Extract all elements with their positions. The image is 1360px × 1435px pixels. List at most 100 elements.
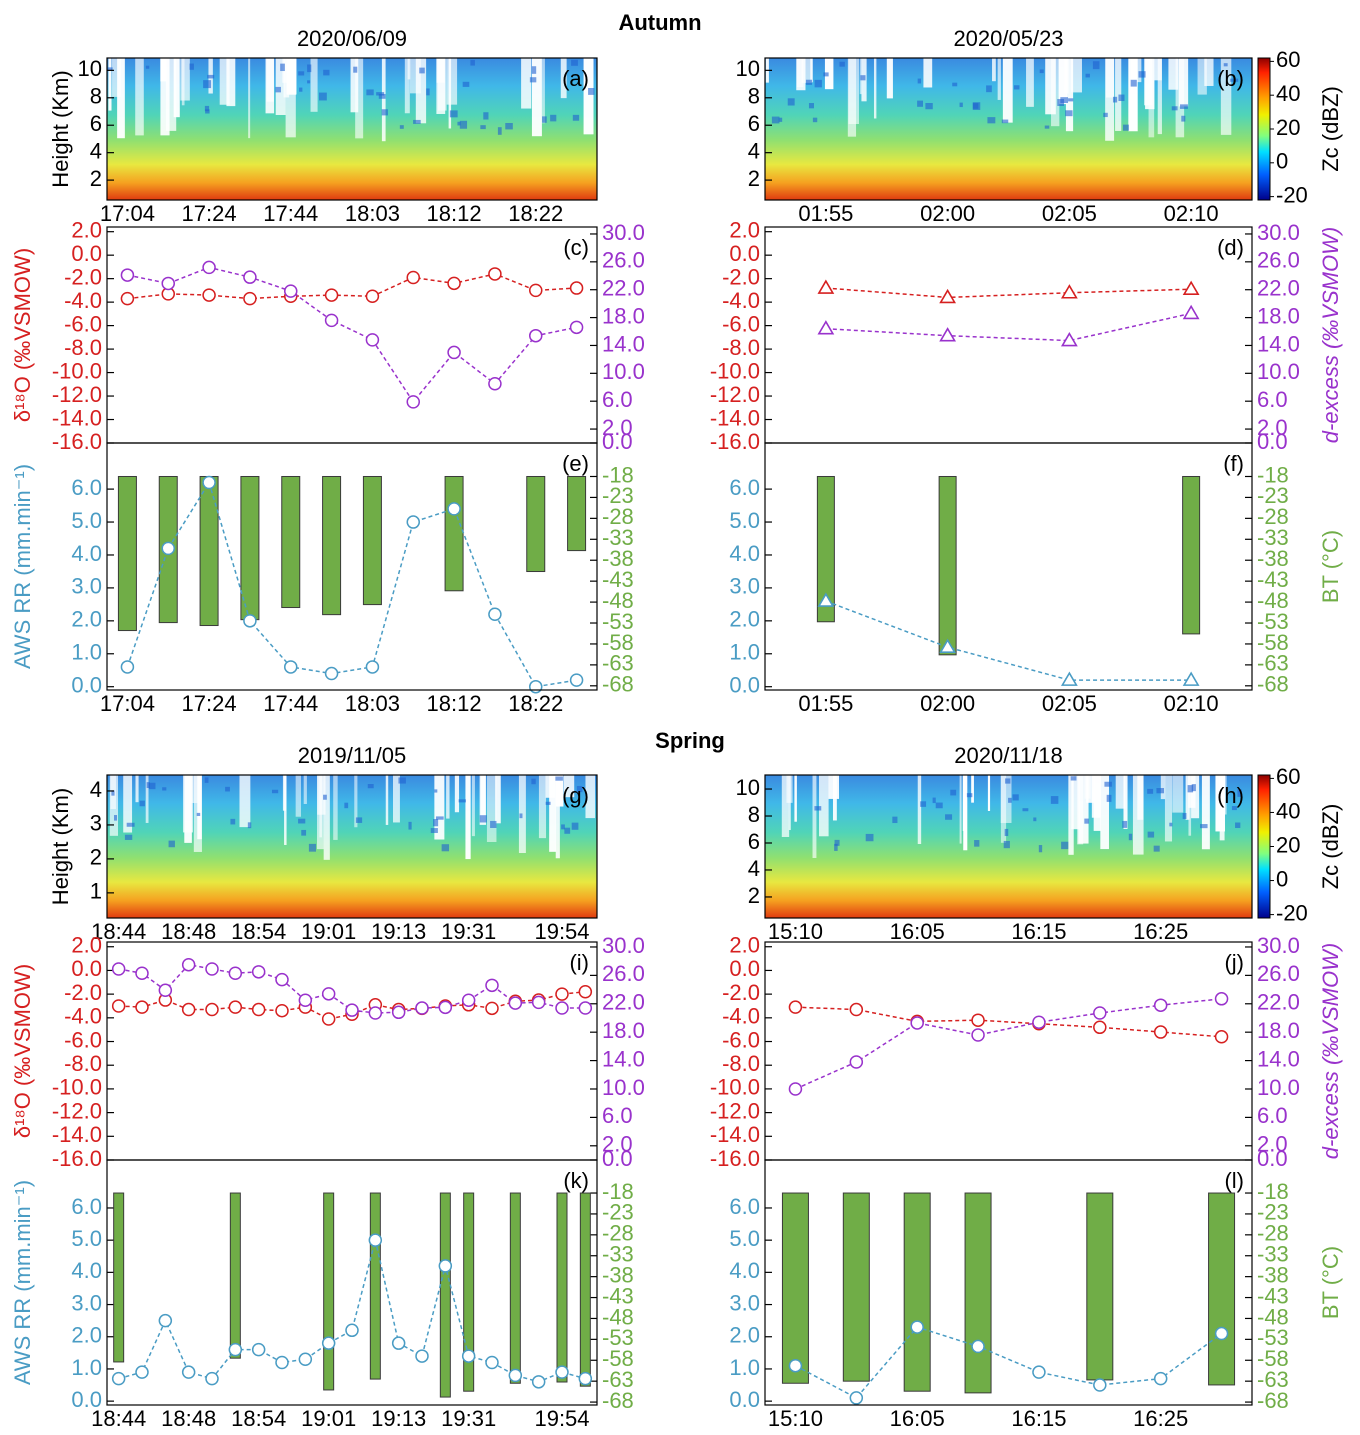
plot-frame xyxy=(106,941,598,1161)
radar-echo-speck xyxy=(430,828,438,833)
marker xyxy=(321,1012,336,1026)
radar-echo-gap xyxy=(1105,58,1115,98)
radar-echo-speck xyxy=(271,789,279,794)
x-tick-label: 02:05 xyxy=(1042,201,1097,226)
y-tick-label: -4.0 xyxy=(64,1004,102,1029)
y-tick-label: -68 xyxy=(602,1388,634,1413)
radar-echo-speck xyxy=(529,77,537,83)
panel-letter: (d) xyxy=(1217,235,1244,260)
radar-echo-speck xyxy=(932,797,936,804)
radar-echo-gap xyxy=(1172,775,1184,813)
radar-echo-gap xyxy=(266,58,274,102)
y-tick-label: 0.0 xyxy=(1257,1146,1288,1171)
radar-echo-speck xyxy=(1118,94,1125,102)
x-tick-label: 17:44 xyxy=(263,691,318,716)
x-tick-label: 19:13 xyxy=(371,919,426,944)
series-line xyxy=(795,1006,1222,1038)
radar-echo-gap xyxy=(959,775,962,844)
x-tick-label: 16:25 xyxy=(1133,1406,1188,1431)
x-tick-label: 18:22 xyxy=(508,201,563,226)
marker xyxy=(321,1336,336,1350)
y-tick-label: -43 xyxy=(602,1283,634,1308)
y-tick-label: 10.0 xyxy=(602,359,645,384)
marker xyxy=(120,268,135,282)
y-tick-label: -43 xyxy=(602,567,634,592)
bar xyxy=(362,475,382,606)
radar-echo-speck xyxy=(1038,845,1043,853)
radar-echo-speck xyxy=(1180,104,1188,109)
radar-echo-gap xyxy=(917,775,922,845)
radar-echo-gap xyxy=(393,775,400,823)
radar-echo-speck xyxy=(1005,778,1011,784)
radar-echo-gap xyxy=(1068,775,1074,855)
radar-echo-speck xyxy=(247,822,252,829)
radar-echo-speck xyxy=(168,840,175,848)
y-tick-label: -48 xyxy=(1257,1304,1289,1329)
marker xyxy=(447,502,461,516)
radar-echo-speck xyxy=(435,816,444,820)
y-tick-label: -4.0 xyxy=(64,288,102,313)
y-tick-label: 0.0 xyxy=(71,241,102,266)
panel-letter: (h) xyxy=(1217,783,1244,808)
marker xyxy=(161,276,175,291)
x-tick-label: 18:22 xyxy=(508,691,563,716)
radar-echo-speck xyxy=(280,63,285,72)
marker xyxy=(275,972,289,987)
marker xyxy=(788,1358,803,1373)
marker xyxy=(415,1001,429,1015)
colorbar-tick-label: 40 xyxy=(1276,81,1300,106)
marker xyxy=(321,987,336,1001)
radar-echo-speck xyxy=(462,81,470,87)
radar-echo-gap xyxy=(145,775,149,823)
radar-echo-gap xyxy=(181,58,185,106)
radar-echo-speck xyxy=(555,776,563,781)
radar-echo-speck xyxy=(275,86,281,93)
y-tick-label: 6 xyxy=(90,111,102,136)
y-tick-label: -16.0 xyxy=(710,429,760,454)
y-tick-label: 2.0 xyxy=(71,933,102,958)
bar xyxy=(842,1192,870,1382)
radar-echo-gap xyxy=(796,58,804,88)
radar-echo-speck xyxy=(505,122,513,130)
y-tick-label: -6.0 xyxy=(722,311,760,336)
radar-echo-gap xyxy=(323,775,330,860)
marker xyxy=(111,999,126,1013)
y-tick-label: 2.0 xyxy=(729,218,760,243)
y-tick-label: 8 xyxy=(90,84,102,109)
marker xyxy=(461,1349,476,1363)
radar-echo-speck xyxy=(808,103,814,109)
colorbar xyxy=(1257,774,1271,919)
marker xyxy=(485,1001,499,1016)
radar-echo-speck xyxy=(459,120,468,129)
radar-echo-gap xyxy=(521,58,532,109)
y-tick-label: 0.0 xyxy=(71,1387,102,1412)
panel-letter: (l) xyxy=(1224,1168,1244,1193)
marker xyxy=(345,1003,359,1017)
radar-echo-gap xyxy=(226,58,236,107)
marker xyxy=(1182,280,1200,296)
radar-echo-gap xyxy=(284,775,287,845)
section-title: Autumn xyxy=(618,10,701,35)
marker xyxy=(1032,1015,1046,1029)
radar-echo-speck xyxy=(588,88,595,95)
y-tick-label: -16.0 xyxy=(52,1146,102,1171)
radar-echo-speck xyxy=(812,117,818,123)
y-tick-label: -53 xyxy=(1257,609,1289,634)
radar-echo-gap xyxy=(538,775,547,839)
radar-echo-gap xyxy=(583,58,594,135)
radar-echo-gap xyxy=(248,58,251,139)
y-tick-label: -23 xyxy=(602,483,634,508)
bar xyxy=(1182,475,1201,635)
radar-echo-speck xyxy=(355,817,363,823)
plot-frame xyxy=(106,226,598,444)
radar-echo-speck xyxy=(301,829,307,836)
x-tick-label: 17:04 xyxy=(100,691,155,716)
bar xyxy=(816,475,835,623)
radar-echo-gap xyxy=(310,58,318,112)
panel-letter: (c) xyxy=(563,235,589,260)
y-tick-label: -48 xyxy=(602,1304,634,1329)
y-tick-label: 3.0 xyxy=(71,1290,102,1315)
radar-echo-gap xyxy=(135,58,144,136)
radar-echo-speck xyxy=(426,88,430,96)
